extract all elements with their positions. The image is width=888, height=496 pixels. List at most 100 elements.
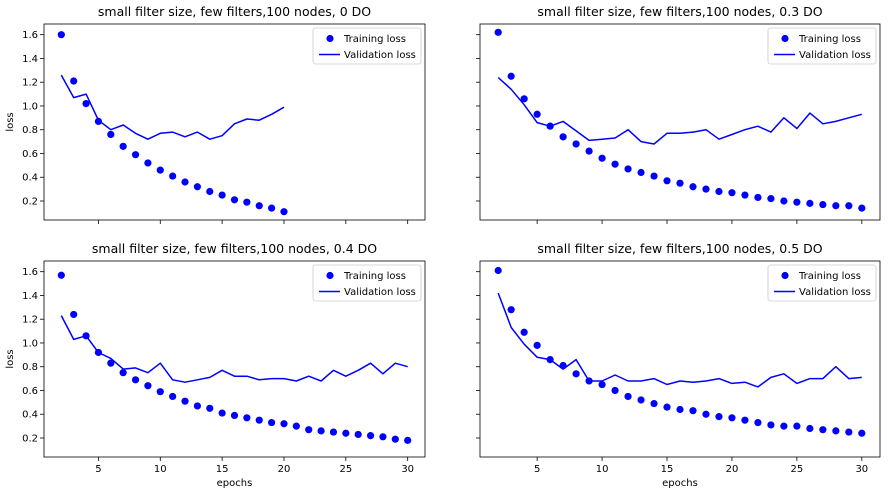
y-tick-label: 1.4	[22, 291, 38, 302]
training-loss-point	[70, 77, 78, 85]
plot-frame	[479, 260, 881, 458]
validation-loss-line	[497, 292, 862, 388]
training-loss-point	[280, 420, 288, 428]
chart-panel-3: small filter size, few filters,100 nodes…	[5, 241, 426, 489]
training-loss-point	[624, 165, 632, 173]
y-tick-label: 1.6	[22, 267, 38, 278]
y-tick-label: 1.4	[22, 54, 38, 65]
training-loss-point	[243, 198, 251, 206]
training-loss-point	[780, 422, 788, 430]
training-loss-point	[806, 424, 814, 433]
training-loss-point	[598, 380, 606, 389]
training-loss-point	[243, 414, 251, 422]
y-tick-label: 0.2	[22, 433, 38, 444]
training-loss-point	[650, 172, 658, 180]
legend: Training loss Validation loss	[767, 27, 877, 65]
x-tick-label: 20	[278, 464, 291, 475]
x-tick-label: 25	[339, 464, 352, 475]
training-loss-point	[663, 177, 671, 185]
training-loss-point	[845, 428, 853, 436]
training-loss-point	[206, 187, 214, 196]
legend-label-validation: Validation loss	[799, 287, 871, 298]
x-tick-label: 20	[726, 464, 739, 475]
training-loss-point	[144, 382, 152, 390]
chart-title: small filter size, few filters,100 nodes…	[92, 241, 377, 256]
legend-marker-training	[326, 34, 334, 43]
legend: Training loss Validation loss	[312, 264, 422, 302]
training-loss-point	[520, 328, 528, 336]
x-tick-label: 15	[661, 464, 674, 475]
x-tick-label: 5	[534, 464, 540, 475]
training-loss-point	[767, 421, 775, 429]
chart-title: small filter size, few filters,100 nodes…	[537, 4, 822, 19]
x-axis-label: epochs	[662, 478, 698, 489]
training-loss-point	[728, 414, 736, 422]
y-tick-label: 1.0	[22, 101, 38, 112]
training-loss-point	[598, 154, 606, 162]
training-loss-point	[754, 193, 762, 202]
training-loss-point	[663, 403, 671, 411]
training-loss-point	[268, 204, 276, 212]
y-tick-label: 0.8	[22, 362, 38, 373]
chart-title: small filter size, few filters,100 nodes…	[98, 4, 371, 19]
chart-panel-2: small filter size, few filters,100 nodes…	[476, 4, 881, 224]
training-loss-point	[193, 402, 201, 410]
x-tick-label: 5	[95, 464, 101, 475]
training-loss-point	[793, 422, 801, 430]
training-loss-point	[156, 388, 164, 396]
training-loss-point	[572, 370, 580, 378]
training-loss-point	[611, 160, 619, 168]
legend-marker-training	[326, 271, 334, 280]
training-loss-point	[230, 411, 239, 420]
training-loss-point	[82, 99, 90, 108]
training-loss-point	[494, 28, 502, 36]
legend-label-validation: Validation loss	[344, 50, 416, 61]
training-loss-point	[546, 355, 554, 364]
y-tick-label: 0.6	[22, 386, 38, 397]
y-tick-label: 0.4	[22, 173, 38, 184]
x-axis-label: epochs	[217, 478, 253, 489]
training-loss-point	[572, 140, 580, 148]
training-loss-point	[832, 427, 840, 435]
training-loss-point	[559, 133, 567, 141]
training-loss-point	[354, 430, 362, 439]
x-tick-label: 10	[154, 464, 167, 475]
x-tick-label: 10	[596, 464, 609, 475]
training-loss-point	[741, 191, 749, 199]
training-loss-point	[585, 377, 593, 385]
training-loss-point	[689, 183, 697, 191]
legend-label-training: Training loss	[343, 271, 406, 282]
training-loss-point	[181, 178, 189, 186]
training-loss-point	[82, 332, 90, 340]
training-loss-point	[230, 196, 239, 204]
training-loss-point	[650, 399, 658, 408]
plot-frame	[479, 23, 881, 221]
training-loss-point	[57, 31, 65, 39]
training-loss-point	[218, 191, 226, 199]
y-tick-label: 0.2	[22, 196, 38, 207]
x-tick-label: 15	[216, 464, 229, 475]
training-loss-point	[280, 208, 288, 216]
training-loss-point	[819, 426, 827, 434]
y-axis-label: loss	[5, 349, 16, 368]
training-loss-point	[533, 110, 541, 118]
validation-loss-line	[60, 74, 285, 140]
x-tick-label: 30	[855, 464, 868, 475]
training-loss-point	[676, 405, 684, 414]
training-loss-point	[806, 199, 814, 207]
training-loss-point	[107, 130, 115, 139]
training-loss-point	[637, 168, 645, 177]
training-loss-point	[689, 407, 697, 415]
training-loss-point	[119, 142, 127, 150]
legend: Training loss Validation loss	[767, 264, 877, 302]
training-loss-point	[585, 147, 593, 155]
training-loss-point	[404, 436, 412, 444]
training-loss-point	[317, 427, 325, 435]
training-loss-point	[181, 397, 189, 405]
training-loss-point	[193, 183, 201, 191]
legend-marker-training	[781, 271, 789, 280]
training-loss-point	[494, 266, 502, 275]
y-tick-label: 0.8	[22, 125, 38, 136]
training-loss-point	[305, 426, 313, 434]
training-loss-point	[268, 418, 276, 427]
